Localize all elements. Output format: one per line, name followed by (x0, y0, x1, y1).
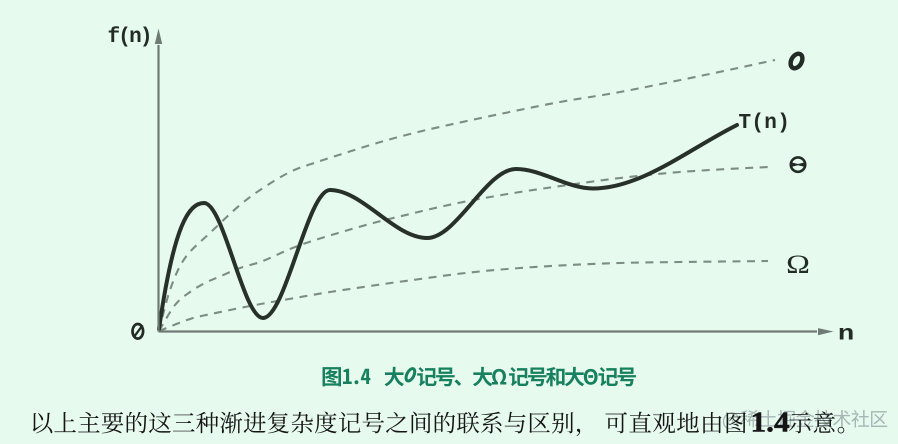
svg-text:Ω: Ω (786, 251, 810, 280)
svg-text:f(n): f(n) (108, 26, 151, 49)
svg-text:T(n): T(n) (739, 112, 791, 135)
svg-text:1.4: 1.4 (751, 408, 790, 438)
svg-text:n: n (838, 323, 854, 346)
